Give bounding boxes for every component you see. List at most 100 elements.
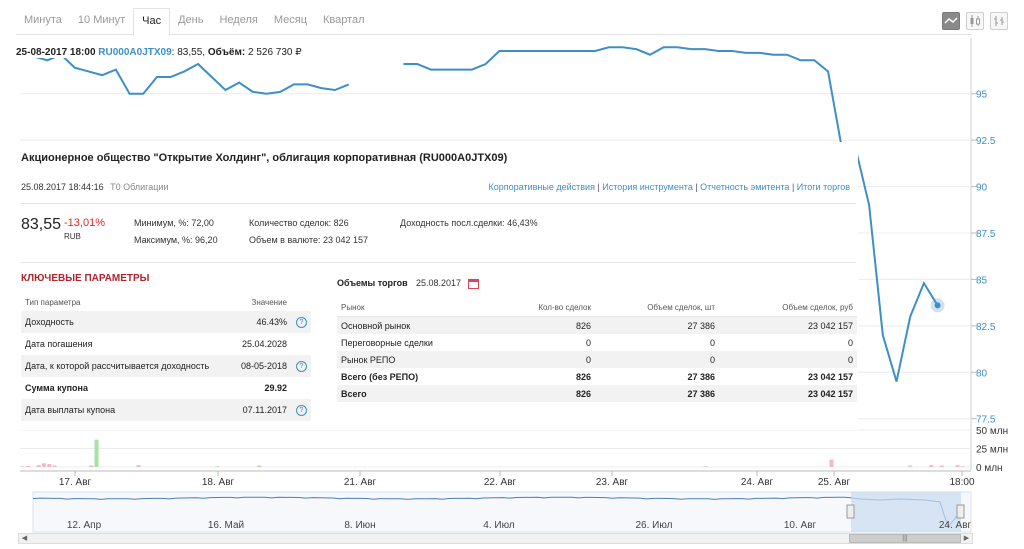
tab-10-minutes[interactable]: 10 Минут [77, 14, 126, 26]
navigator-selection [851, 492, 961, 532]
volume-rub: 23 042 157 [807, 371, 853, 382]
volume-tick-label: 25 млн [976, 445, 1008, 456]
instrument-panel: Акционерное общество "Открытие Холдинг",… [16, 142, 858, 430]
param-value: 29.92 [264, 383, 287, 393]
help-icon[interactable]: ? [296, 317, 307, 328]
table-row: Дата погашения 25.04.2028 [21, 333, 311, 355]
table-row: Переговорные сделки 0 0 0 [337, 334, 857, 351]
deal-count: 826 [575, 371, 591, 382]
param-name: Дата, к которой рассчитывается доходност… [25, 361, 210, 371]
volume-tick-label: 0 млн [976, 463, 1003, 474]
column-header: Значение [251, 297, 287, 307]
tab-week[interactable]: Неделя [219, 14, 258, 26]
scroll-left-icon[interactable]: ◀ [21, 535, 28, 542]
volumes-title: Объемы торгов [337, 278, 408, 288]
volume-rub: 0 [847, 354, 853, 365]
line-chart-icon[interactable] [942, 12, 960, 30]
table-row: Всего (без РЕПО) 826 27 386 23 042 157 [337, 368, 857, 385]
volume-bar [36, 465, 41, 467]
last-price: 83,55 [21, 216, 62, 233]
y-tick-label: 95 [976, 90, 988, 101]
x-axis: 17. Авг 18. Авг 21. Авг 22. Авг 23. Авг 24. А… [20, 470, 975, 488]
x-tick-label: 22. Авг [484, 477, 517, 488]
navigator-handle [956, 504, 965, 519]
hover-point [934, 302, 941, 309]
volume-bar [908, 465, 913, 467]
link-history[interactable]: История инструмента [602, 182, 693, 192]
x-tick-label: 17. Авг [59, 477, 92, 488]
y-tick-label: 82.5 [976, 322, 996, 333]
volume-bar [136, 465, 141, 467]
volume-bar [215, 466, 220, 467]
table-row: Дата, к которой рассчитывается доходност… [21, 355, 311, 377]
stat-max: Максимум, %: 96,20 [134, 235, 218, 245]
stat-value: Объем в валюте: 23 042 157 [249, 235, 369, 245]
volume-rub: 23 042 157 [807, 388, 853, 399]
scroll-right-icon[interactable]: ▶ [963, 535, 970, 542]
column-header: Кол-во сделок [538, 303, 591, 312]
y-tick-label: 80 [976, 368, 988, 379]
help-icon[interactable]: ? [296, 405, 307, 416]
price-series-line [19, 51, 350, 95]
tab-month[interactable]: Месяц [273, 14, 308, 26]
tab-hour[interactable]: Час [133, 8, 171, 36]
volume-bar [703, 466, 708, 467]
readout-datetime: 25-08-2017 18:00 [16, 47, 96, 58]
volume-tick-label: 50 млн [976, 426, 1008, 437]
readout-isin: RU000A0JTX09 [98, 47, 172, 58]
link-results[interactable]: Итоги торгов [796, 182, 850, 192]
x-tick-label: 23. Авг [596, 477, 629, 488]
volume-qty: 27 386 [687, 371, 715, 382]
y-axis: 77.5 80 82.5 85 87.5 90 92.5 95 50 млн 25 млн 0 мл… [976, 90, 1008, 474]
market-name: Всего [341, 388, 367, 399]
deal-count: 0 [585, 337, 591, 348]
param-name: Доходность [25, 317, 74, 327]
navigator-line [32, 496, 961, 529]
volume-qty: 27 386 [687, 388, 715, 399]
table-row: Доходность 46.43% ? [21, 311, 311, 333]
tab-quarter[interactable]: Квартал [323, 14, 365, 26]
navigator: 12. Апр 16. Май 8. Июн 4. Июл 26. Июл 10. Авг… [32, 491, 972, 533]
volume-bar [939, 465, 944, 467]
y-tick-label: 87.5 [976, 229, 996, 240]
x-tick-label: 18:00 [949, 477, 974, 488]
column-header: Рынок [341, 303, 365, 312]
volume-rub: 0 [847, 337, 853, 348]
table-header: Тип параметра Значение [21, 293, 311, 311]
column-header: Объем сделок, руб [782, 303, 853, 312]
help-icon[interactable]: ? [296, 361, 307, 372]
param-value: 07.11.2017 [242, 405, 287, 415]
link-reports[interactable]: Отчетность эмитента [700, 182, 790, 192]
ohlc-readout: 25-08-2017 18:00 RU000A0JTX09: 83,55, Об… [16, 47, 306, 58]
divider [21, 262, 856, 263]
calendar-icon[interactable] [468, 279, 479, 289]
x-tick-label: 25. Авг [818, 477, 851, 488]
navigator-tick-label: 26. Июл [636, 520, 673, 531]
stat-min: Минимум, %: 72,00 [134, 218, 214, 228]
param-value: 25.04.2028 [241, 339, 287, 349]
table-row: Основной рынок 826 27 386 23 042 157 [337, 317, 857, 334]
instrument-title: Акционерное общество "Открытие Холдинг",… [21, 152, 508, 164]
tab-minute[interactable]: Минута [24, 14, 62, 26]
navigator-scrollbar[interactable]: ◀ ||| ▶ [18, 533, 973, 544]
timeframe-tabs: Минута 10 Минут Час День Неделя Месяц Кв… [16, 8, 971, 36]
market-name: Рынок РЕПО [341, 354, 396, 365]
scroll-thumb[interactable]: ||| [849, 534, 961, 543]
navigator-tick-label: 12. Апр [67, 520, 102, 531]
table-row: Сумма купона 29.92 [21, 377, 311, 399]
bar-chart-icon[interactable] [990, 12, 1008, 30]
navigator-tick-label: 8. Июн [344, 520, 375, 531]
navigator-tick-label: 10. Авг [784, 520, 817, 531]
market-name: Всего (без РЕПО) [341, 371, 419, 382]
volume-qty: 27 386 [687, 320, 715, 331]
timestamp: 25.08.2017 18:44:16 [21, 182, 104, 192]
link-corporate-actions[interactable]: Корпоративные действия [488, 182, 595, 192]
volume-bar [257, 465, 262, 467]
candlestick-icon[interactable] [966, 12, 984, 30]
param-value: 46.43% [256, 317, 287, 327]
tab-day[interactable]: День [178, 14, 204, 26]
param-name: Дата выплаты купона [25, 405, 116, 415]
currency: RUB [64, 232, 81, 241]
column-header: Тип параметра [25, 297, 81, 307]
volumes-date[interactable]: 25.08.2017 [416, 278, 462, 288]
